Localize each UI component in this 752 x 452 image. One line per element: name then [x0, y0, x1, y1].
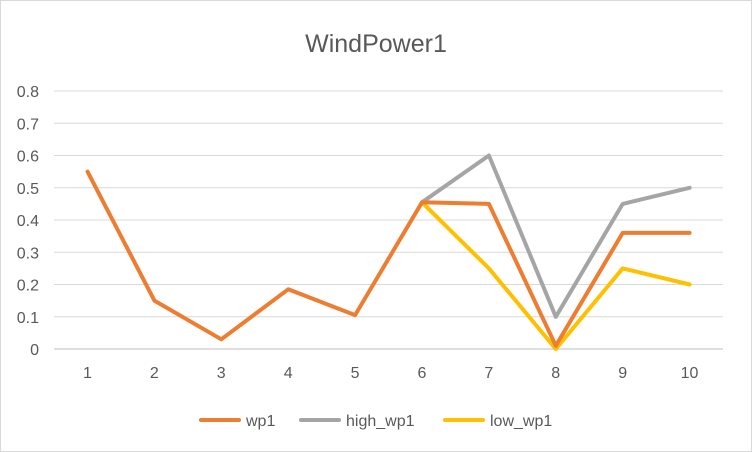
y-tick-label: 0.8 [17, 84, 39, 101]
y-tick-label: 0.2 [17, 278, 39, 295]
x-tick-label: 1 [83, 365, 92, 382]
x-tick-label: 9 [618, 365, 627, 382]
x-tick-label: 4 [284, 365, 293, 382]
x-tick-label: 5 [351, 365, 360, 382]
y-tick-label: 0.1 [17, 310, 39, 327]
x-tick-label: 6 [417, 365, 426, 382]
x-axis-ticks: 1 2 3 4 5 6 7 8 9 10 [83, 365, 699, 382]
x-tick-label: 3 [217, 365, 226, 382]
legend-label-wp1: wp1 [245, 413, 275, 430]
x-tick-label: 7 [484, 365, 493, 382]
series-line-high_wp1 [420, 153, 692, 319]
y-axis-ticks: 0 0.1 0.2 0.3 0.4 0.5 0.6 0.7 0.8 [17, 84, 39, 359]
y-tick-label: 0.7 [17, 116, 39, 133]
x-tick-label: 10 [681, 365, 699, 382]
legend-label-high_wp1: high_wp1 [346, 413, 415, 430]
x-tick-label: 2 [150, 365, 159, 382]
legend-label-low_wp1: low_wp1 [490, 413, 552, 430]
x-tick-label: 8 [551, 365, 560, 382]
y-tick-label: 0.5 [17, 181, 39, 198]
y-tick-label: 0.3 [17, 245, 39, 262]
y-tick-label: 0.4 [17, 213, 39, 230]
chart-title: WindPower1 [305, 30, 447, 58]
y-tick-label: 0.6 [17, 149, 39, 166]
y-tick-label: 0 [30, 342, 39, 359]
legend: wp1 high_wp1 low_wp1 [199, 413, 552, 430]
grid-layer [54, 90, 723, 350]
series-line-wp1 [85, 169, 692, 348]
series-line-low_wp1 [420, 200, 692, 351]
series-layer [85, 153, 692, 351]
